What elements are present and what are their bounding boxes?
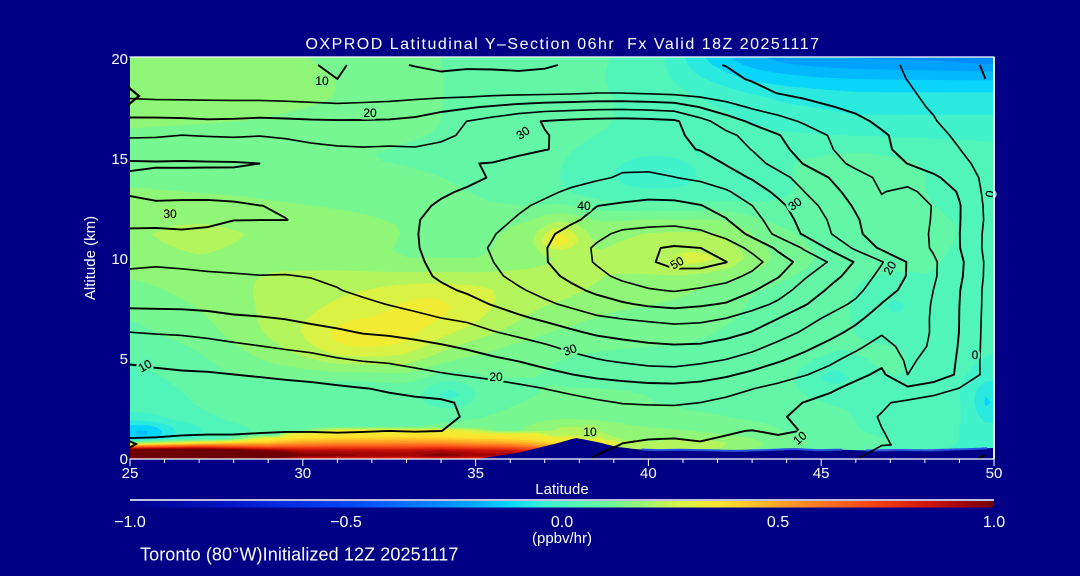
svg-text:Latitude: Latitude	[535, 481, 588, 498]
svg-text:40: 40	[577, 199, 591, 213]
svg-text:0: 0	[120, 451, 128, 468]
svg-text:−1.0: −1.0	[114, 514, 146, 531]
svg-text:15: 15	[111, 151, 128, 168]
svg-text:0: 0	[983, 189, 998, 198]
svg-text:1.0: 1.0	[983, 514, 1005, 531]
svg-text:20: 20	[489, 370, 503, 384]
svg-text:10: 10	[315, 74, 329, 88]
svg-text:30: 30	[163, 207, 177, 221]
svg-text:0.0: 0.0	[551, 514, 573, 531]
svg-text:35: 35	[467, 465, 484, 482]
svg-text:10: 10	[111, 251, 128, 268]
svg-text:0.5: 0.5	[767, 514, 789, 531]
svg-text:10: 10	[583, 425, 597, 439]
svg-text:0: 0	[972, 348, 979, 362]
svg-text:20: 20	[489, 370, 503, 384]
svg-text:30: 30	[294, 465, 311, 482]
svg-text:25: 25	[122, 465, 139, 482]
svg-text:Toronto (80°W)Initialized 12Z: Toronto (80°W)Initialized 12Z 20251117	[140, 545, 459, 565]
svg-text:20: 20	[881, 258, 900, 277]
svg-text:30: 30	[163, 207, 177, 221]
svg-text:0: 0	[972, 348, 979, 362]
svg-text:20: 20	[363, 106, 377, 120]
svg-text:OXPROD Latitudinal Y–Section 0: OXPROD Latitudinal Y–Section 06hr Fx Val…	[305, 36, 820, 53]
svg-text:10: 10	[315, 74, 329, 88]
svg-text:20: 20	[111, 51, 128, 68]
svg-text:20: 20	[363, 106, 377, 120]
svg-text:50: 50	[986, 465, 1003, 482]
svg-text:10: 10	[136, 356, 155, 375]
svg-text:5: 5	[120, 351, 128, 368]
svg-text:Altitude (km): Altitude (km)	[82, 216, 99, 300]
svg-text:−0.5: −0.5	[330, 514, 362, 531]
svg-text:10: 10	[583, 425, 597, 439]
svg-text:(ppbv/hr): (ppbv/hr)	[532, 530, 592, 547]
svg-text:45: 45	[813, 465, 830, 482]
svg-text:40: 40	[640, 465, 657, 482]
svg-text:30: 30	[561, 341, 579, 359]
svg-text:50: 50	[668, 253, 687, 272]
svg-text:40: 40	[577, 199, 591, 213]
